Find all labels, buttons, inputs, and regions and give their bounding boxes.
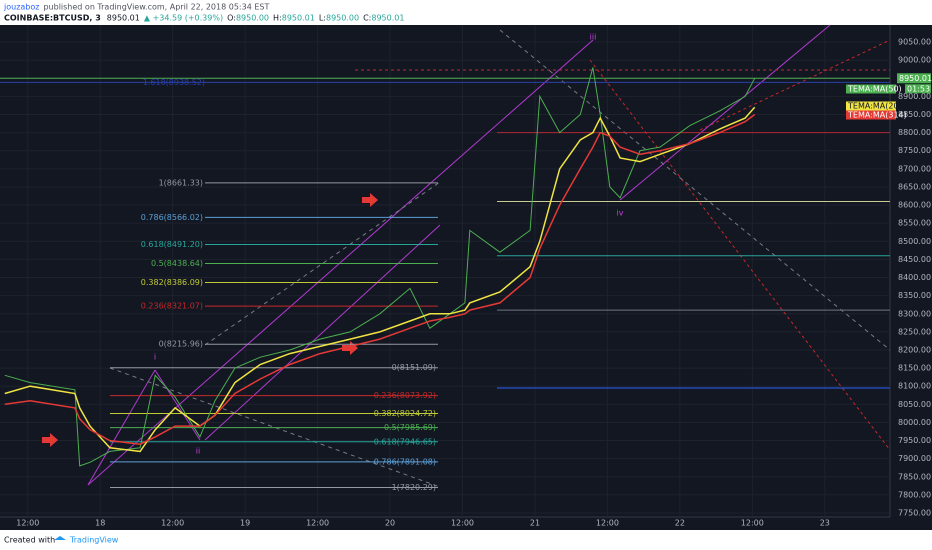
x-tick-label: 18 — [95, 519, 105, 528]
published: published on TradingView.com, April 22, … — [43, 3, 269, 12]
fib-label: 0.236(8321.07) — [141, 302, 203, 311]
y-tick-label: 8150.00 — [898, 364, 931, 373]
y-tick-label: 8600.00 — [898, 201, 931, 210]
ohlc-key: H: — [273, 14, 282, 23]
y-tick-label: 8400.00 — [898, 273, 931, 282]
wave-label: i — [154, 353, 156, 362]
countdown-tag — [905, 84, 931, 94]
fib-label: 1(8661.33) — [159, 178, 203, 187]
plot — [0, 67, 890, 489]
ohlc-key: L: — [319, 14, 326, 23]
x-tick-label: 19 — [240, 519, 250, 528]
symbol: COINBASE:BTCUSD, 3 — [4, 14, 101, 23]
y-tick-label: 8200.00 — [898, 345, 931, 354]
y-tick-label: 8700.00 — [898, 164, 931, 173]
y-tick-label: 7750.00 — [898, 509, 931, 518]
series-line — [4, 113, 756, 445]
y-tick-label: 8500.00 — [898, 237, 931, 246]
arrow — [42, 433, 58, 447]
series-tag — [846, 101, 896, 111]
y-tick-label: 7950.00 — [898, 436, 931, 445]
fib-label: 0.786(8566.02) — [141, 213, 203, 222]
x-tick-label: 22 — [675, 519, 685, 528]
quote: 8950.01 ▲ +34.59 (+0.39%) O: 8950.00 H: 8950.… — [107, 14, 405, 23]
y-tick-label: 8050.00 — [898, 400, 931, 409]
fib-label: 0.236(8073.92) — [374, 391, 436, 400]
y-tick-label: 9000.00 — [898, 56, 931, 65]
fib-label: 0.382(8024.72) — [374, 409, 436, 418]
series-tag-label: TEMA:MA(314) — [847, 111, 907, 120]
dashed-line — [699, 39, 891, 131]
y-tick-label: 8750.00 — [898, 146, 931, 155]
y-tick-label: 7800.00 — [898, 490, 931, 499]
y-tick-label: 7850.00 — [898, 472, 931, 481]
series-line — [4, 106, 756, 453]
price-tag — [897, 73, 931, 84]
series-line — [4, 67, 756, 467]
ohlc-value: 8950.01 — [371, 14, 404, 23]
series-tag-label: TEMA:MA(200) — [847, 102, 907, 111]
y-tick-label: 8250.00 — [898, 327, 931, 336]
y-tick-label: 8000.00 — [898, 418, 931, 427]
y-tick-label: 8300.00 — [898, 309, 931, 318]
x-tick-label: 21 — [530, 519, 540, 528]
y-tick-label: 8650.00 — [898, 182, 931, 191]
author: jouzaboz — [3, 3, 39, 12]
footer-created: Created with — [4, 536, 55, 545]
fib-label: 0(8151.09) — [392, 363, 436, 372]
ohlc-value: 8950.01 — [282, 14, 315, 23]
fib-label: 0.786(7891.08) — [374, 457, 436, 466]
fib-label: 1.618(8938.52) — [143, 78, 205, 87]
dashed-line — [109, 367, 441, 488]
y-tick-label: 8100.00 — [898, 382, 931, 391]
arrow — [362, 193, 378, 207]
footer-brand: TradingView — [69, 536, 119, 545]
ohlc-key: C: — [363, 14, 371, 23]
channel-line — [619, 24, 831, 201]
fib-label: 0.618(7946.65) — [374, 437, 436, 446]
x-tick-label: 12:00 — [741, 519, 764, 528]
y-tick-label: 8850.00 — [898, 110, 931, 119]
ohlc-value: 8950.00 — [236, 14, 269, 23]
x-tick-label: 12:00 — [306, 519, 329, 528]
quote-change: ▲ +34.59 (+0.39%) — [144, 14, 223, 23]
series-tag — [846, 84, 896, 94]
series-tag-label: TEMA:MA(50) — [847, 85, 902, 94]
fib-label: 0.5(7985.69) — [384, 423, 436, 432]
wave-label: iii — [590, 33, 597, 42]
x-tick-label: 20 — [385, 519, 395, 528]
dashed-line — [589, 59, 891, 451]
y-tick-label: 8900.00 — [898, 92, 931, 101]
ohlc-key: O: — [227, 14, 236, 23]
y-tick-label: 8450.00 — [898, 255, 931, 264]
y-tick-label: 8800.00 — [898, 128, 931, 137]
wave-line — [154, 369, 201, 441]
countdown-label: 01:53 — [907, 84, 930, 93]
wave-label: ii — [196, 447, 200, 456]
series-tag — [846, 110, 896, 120]
x-tick-label: 12:00 — [161, 519, 184, 528]
fib-label: 0.618(8491.20) — [141, 240, 203, 249]
fib-label: 0(8215.96) — [159, 340, 203, 349]
logo-icon — [54, 536, 66, 540]
x-tick-label: 12:00 — [16, 519, 39, 528]
wave-label: iv — [617, 209, 624, 218]
fib-label: 0.5(8438.64) — [151, 259, 203, 268]
grid — [0, 25, 890, 517]
ohlc-value: 8950.00 — [326, 14, 359, 23]
x-tick-label: 23 — [820, 519, 830, 528]
x-tick-label: 12:00 — [596, 519, 619, 528]
x-tick-label: 12:00 — [451, 519, 474, 528]
labels: 7750.00 7800.00 7850.00 7900.00 7950.00 8000.… — [16, 33, 932, 528]
y-tick-label: 9050.00 — [898, 38, 931, 47]
fib-label: 0.382(8386.09) — [141, 278, 203, 287]
y-tick-label: 7900.00 — [898, 454, 931, 463]
y-tick-label: 8350.00 — [898, 291, 931, 300]
quote-price: 8950.01 — [107, 14, 140, 23]
price-tag-label: 8950.01 — [899, 74, 932, 83]
channel-line — [204, 224, 441, 441]
fib-label: 1(7820.29) — [392, 483, 436, 492]
y-tick-label: 8550.00 — [898, 219, 931, 228]
